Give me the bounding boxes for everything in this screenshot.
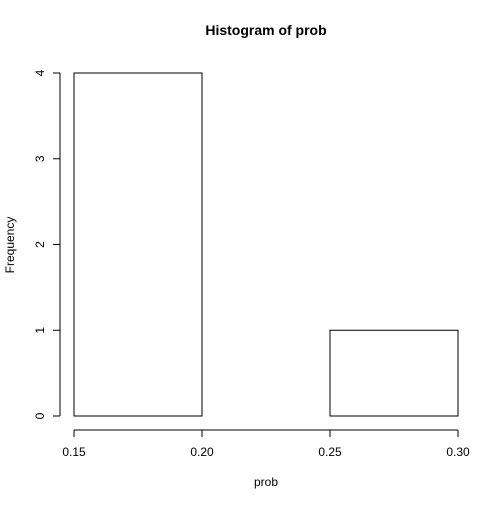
histogram-bar bbox=[73, 72, 203, 417]
x-tick-label: 0.15 bbox=[62, 445, 86, 459]
y-tick-label: 3 bbox=[33, 155, 47, 162]
histogram-bar bbox=[329, 329, 459, 417]
chart-title: Histogram of prob bbox=[205, 22, 326, 38]
x-axis: 0.15 0.20 0.25 0.30 bbox=[62, 429, 470, 459]
x-tick-label: 0.25 bbox=[318, 445, 342, 459]
y-axis: 0 1 2 3 4 bbox=[33, 69, 61, 419]
y-tick-label: 2 bbox=[33, 241, 47, 248]
y-axis-label: Frequency bbox=[3, 217, 17, 274]
x-tick-label: 0.30 bbox=[446, 445, 470, 459]
y-tick-label: 4 bbox=[33, 69, 47, 76]
y-tick-label: 1 bbox=[33, 327, 47, 334]
x-axis-label: prob bbox=[254, 475, 278, 489]
x-tick-label: 0.20 bbox=[190, 445, 214, 459]
histogram-bars bbox=[73, 72, 459, 417]
y-tick-label: 0 bbox=[33, 412, 47, 419]
